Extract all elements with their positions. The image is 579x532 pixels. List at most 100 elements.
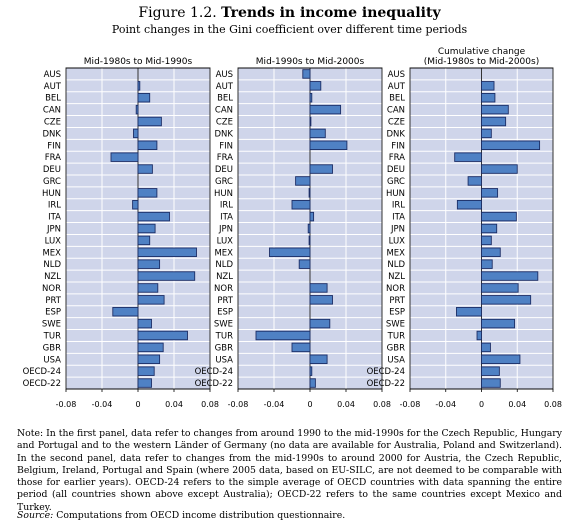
- country-label: TUR: [43, 332, 61, 342]
- bar-nor-panel2: [309, 283, 328, 293]
- bar-swe-panel1: [137, 318, 152, 329]
- tick-label: 0.04: [508, 400, 526, 409]
- bar-nld-panel1: [137, 259, 161, 269]
- bar-nld-panel3: [481, 259, 493, 269]
- country-label: SWE: [386, 320, 405, 330]
- bar-usa-panel3: [481, 354, 521, 365]
- bar-fin-panel1: [137, 140, 158, 151]
- country-label: PRT: [389, 296, 405, 306]
- country-label: OECD-22: [195, 379, 233, 389]
- bar-dnk-panel1: [133, 128, 139, 139]
- country-label: USA: [215, 355, 233, 365]
- panel-title-3: (Mid-1980s to Mid-2000s): [424, 57, 539, 67]
- country-label: CAN: [387, 106, 405, 116]
- country-label: USA: [387, 355, 405, 365]
- country-label: GRC: [215, 177, 233, 187]
- bar-fra-panel1: [110, 152, 139, 162]
- country-label: LUX: [389, 236, 406, 246]
- tick-label: -0.08: [400, 400, 421, 409]
- bar-esp-panel1: [112, 306, 139, 317]
- bar-grc-panel3: [467, 176, 482, 186]
- source-text: Computations from OECD income distributi…: [56, 510, 346, 521]
- bar-aus-panel2: [302, 69, 311, 79]
- tick-label: -0.04: [92, 400, 113, 409]
- country-label: ESP: [389, 308, 405, 318]
- bar-deu-panel1: [137, 164, 153, 174]
- country-label: FRA: [45, 153, 61, 163]
- source-label: Source:: [17, 510, 54, 521]
- bar-esp-panel3: [456, 306, 482, 317]
- figure-title-text: Trends in income inequality: [221, 5, 441, 21]
- country-label: AUT: [44, 82, 62, 92]
- figure-note: Note: In the first panel, data refer to …: [17, 428, 562, 514]
- bar-chart-panels: AUSAUTBELCANCZEDNKFINFRADEUGRCHUNIRLITAJ…: [23, 47, 562, 409]
- bar-aut-panel3: [481, 81, 495, 91]
- bar-bel-panel2: [309, 92, 313, 103]
- bar-fra-panel3: [454, 152, 482, 162]
- country-label: JPN: [390, 225, 405, 235]
- bar-hun-panel2: [308, 188, 311, 198]
- bar-cze-panel2: [309, 116, 312, 127]
- country-label: DEU: [43, 165, 61, 175]
- bar-tur-panel2: [255, 330, 311, 341]
- country-label: CAN: [215, 106, 233, 116]
- country-label: GRC: [43, 177, 61, 187]
- tick-label: 0: [135, 400, 140, 409]
- bar-usa-panel2: [309, 354, 328, 365]
- country-label: JPN: [46, 225, 61, 235]
- country-label: FRA: [217, 153, 233, 163]
- country-label: SWE: [42, 320, 61, 330]
- bar-gbr-panel2: [291, 342, 311, 353]
- country-label: DEU: [215, 165, 233, 175]
- bar-bel-panel1: [137, 92, 151, 103]
- country-label: NLD: [43, 260, 61, 270]
- country-label: LUX: [45, 236, 62, 246]
- bar-swe-panel2: [309, 318, 331, 329]
- country-label: NOR: [214, 284, 233, 294]
- country-label: FIN: [47, 141, 61, 151]
- bar-aut-panel2: [309, 81, 322, 91]
- bar-nzl-panel3: [481, 271, 539, 281]
- bar-jpn-panel2: [307, 223, 311, 234]
- bar-tur-panel1: [137, 330, 188, 341]
- country-label: ITA: [220, 213, 233, 223]
- tick-label: 0: [307, 400, 312, 409]
- country-label: AUT: [216, 82, 234, 92]
- country-label: CZE: [44, 118, 61, 128]
- country-label: CZE: [216, 118, 233, 128]
- country-label: HUN: [214, 189, 233, 199]
- bar-lux-panel2: [308, 235, 311, 246]
- country-label: BEL: [389, 94, 405, 104]
- tick-label: -0.08: [228, 400, 249, 409]
- bar-can-panel3: [481, 104, 509, 115]
- bar-nzl-panel1: [137, 271, 196, 281]
- tick-label: -0.04: [435, 400, 456, 409]
- bar-usa-panel1: [137, 354, 161, 365]
- country-label: AUS: [216, 70, 233, 80]
- country-label: ITA: [392, 213, 405, 223]
- country-label: GRC: [387, 177, 405, 187]
- bar-oecd-24-panel2: [309, 366, 313, 376]
- bar-can-panel2: [309, 104, 342, 115]
- bar-irl-panel2: [291, 199, 311, 210]
- bar-ita-panel2: [309, 211, 315, 222]
- country-label: PRT: [45, 296, 61, 306]
- note-text: In the first panel, data refer to change…: [17, 428, 562, 513]
- panel-title-3: Cumulative change: [438, 47, 526, 57]
- country-label: AUT: [388, 82, 406, 92]
- country-label: NZL: [44, 272, 61, 282]
- country-label: IRL: [220, 201, 233, 211]
- country-label: DNK: [387, 129, 406, 139]
- tick-label: 0: [479, 400, 484, 409]
- tick-label: -0.08: [56, 400, 77, 409]
- bar-fin-panel2: [309, 140, 348, 151]
- bar-can-panel1: [135, 104, 139, 115]
- panel-title-2: Mid-1990s to Mid-2000s: [256, 57, 365, 67]
- country-label: DNK: [215, 129, 234, 139]
- bar-irl-panel1: [132, 199, 139, 210]
- figure-number: Figure 1.2.: [138, 5, 217, 21]
- bar-oecd-22-panel2: [309, 378, 316, 388]
- country-label: NLD: [387, 260, 405, 270]
- country-label: ITA: [48, 213, 61, 223]
- country-label: MEX: [386, 248, 405, 258]
